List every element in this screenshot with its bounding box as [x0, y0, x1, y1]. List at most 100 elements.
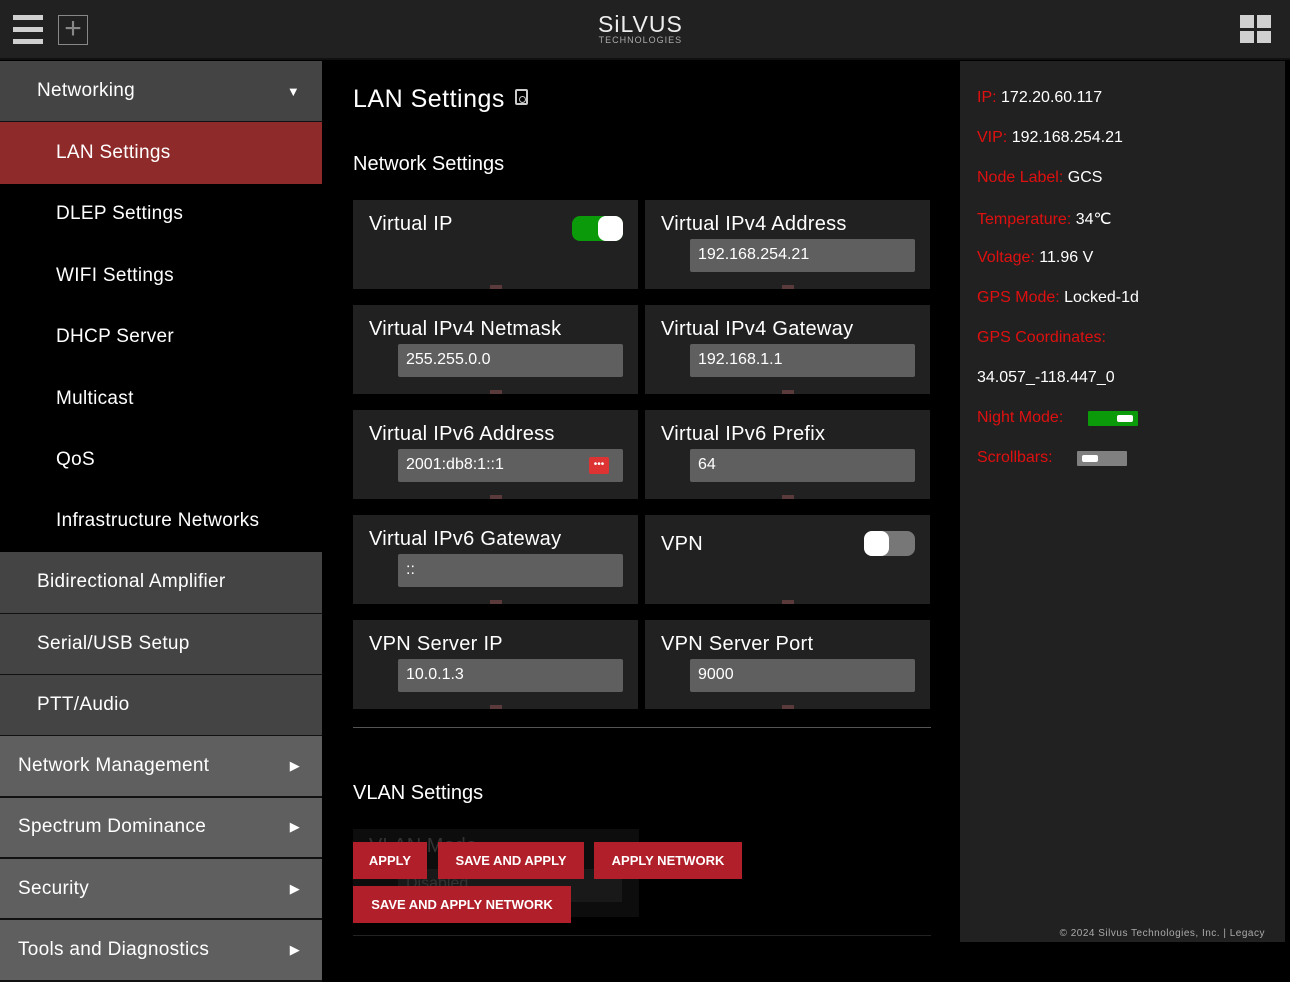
- sidebar-group-security[interactable]: Security ▶: [0, 859, 322, 921]
- more-options-icon[interactable]: •••: [589, 457, 609, 474]
- vpn-card: VPN: [645, 515, 930, 604]
- sidebar-item-multicast[interactable]: Multicast: [0, 367, 322, 430]
- gps-mode-status: GPS Mode: Locked-1d: [977, 289, 1139, 306]
- item-label: PTT/Audio: [37, 694, 130, 716]
- ipv4-gateway-card: Virtual IPv4 Gateway 192.168.1.1: [645, 305, 930, 394]
- silvus-logo: SiLVUS TECHNOLOGIES: [598, 11, 683, 46]
- temperature-status: Temperature: 34℃: [977, 211, 1112, 228]
- node-label-status: Node Label: GCS: [977, 169, 1103, 186]
- item-label: WIFI Settings: [56, 264, 174, 286]
- ipv4-address-input[interactable]: 192.168.254.21: [690, 239, 915, 272]
- voltage-status: Voltage: 11.96 V: [977, 249, 1094, 266]
- card-marker: [782, 390, 794, 394]
- logo-text: SiLVUS: [598, 11, 683, 37]
- save-and-apply-button[interactable]: SAVE AND APPLY: [438, 842, 584, 879]
- sidebar-item-infrastructure[interactable]: Infrastructure Networks: [0, 490, 322, 553]
- night-mode-toggle[interactable]: [1088, 411, 1138, 426]
- ipv6-gateway-input[interactable]: ::: [398, 554, 623, 587]
- apply-network-button[interactable]: APPLY NETWORK: [594, 842, 742, 879]
- item-label: DLEP Settings: [56, 203, 184, 225]
- sidebar-item-dlep[interactable]: DLEP Settings: [0, 183, 322, 246]
- sidebar-group-network-management[interactable]: Network Management ▶: [0, 736, 322, 798]
- sidebar-section-networking[interactable]: Networking ▼: [0, 61, 322, 123]
- vlan-settings-heading: VLAN Settings: [353, 782, 484, 804]
- vpn-toggle[interactable]: [864, 531, 915, 556]
- group-label: Spectrum Dominance: [18, 816, 207, 838]
- virtual-ip-toggle[interactable]: [572, 216, 623, 241]
- field-label: Virtual IPv4 Address: [661, 213, 847, 235]
- ipv4-netmask-card: Virtual IPv4 Netmask 255.255.0.0: [353, 305, 638, 394]
- ipv6-prefix-card: Virtual IPv6 Prefix 64: [645, 410, 930, 499]
- sidebar-item-lan-settings[interactable]: LAN Settings: [0, 122, 322, 184]
- ipv4-netmask-input[interactable]: 255.255.0.0: [398, 344, 623, 377]
- card-marker: [782, 285, 794, 289]
- page-title: LAN Settings: [353, 85, 528, 114]
- caret-right-icon: ▶: [289, 819, 300, 835]
- group-label: Security: [18, 877, 90, 899]
- ipv6-prefix-input[interactable]: 64: [690, 449, 915, 482]
- item-label: QoS: [56, 449, 95, 471]
- vpn-server-port-input[interactable]: 9000: [690, 659, 915, 692]
- item-label: DHCP Server: [56, 326, 175, 348]
- field-label: VPN Server IP: [369, 633, 503, 655]
- card-marker: [490, 600, 502, 604]
- sidebar-item-bidirectional-amplifier[interactable]: Bidirectional Amplifier: [0, 552, 322, 614]
- night-mode-label: Night Mode:: [977, 409, 1064, 426]
- vpn-server-ip-card: VPN Server IP 10.0.1.3: [353, 620, 638, 709]
- gps-coordinates-value: 34.057_-118.447_0: [977, 369, 1115, 386]
- card-marker: [490, 285, 502, 289]
- grid-icon[interactable]: [1240, 15, 1271, 43]
- save-and-apply-network-button[interactable]: SAVE AND APPLY NETWORK: [353, 886, 571, 923]
- caret-right-icon: ▶: [289, 880, 300, 896]
- hamburger-icon[interactable]: [13, 15, 43, 45]
- ipv6-address-card: Virtual IPv6 Address 2001:db8:1::1 •••: [353, 410, 638, 499]
- title-text: LAN Settings: [353, 85, 505, 113]
- sidebar-item-wifi[interactable]: WIFI Settings: [0, 245, 322, 307]
- sidebar-item-qos[interactable]: QoS: [0, 429, 322, 491]
- divider: [353, 727, 931, 728]
- item-label: LAN Settings: [56, 142, 171, 164]
- field-label: VPN: [661, 533, 704, 555]
- item-label: Bidirectional Amplifier: [37, 571, 226, 593]
- footer-copyright: © 2024 Silvus Technologies, Inc. | Legac…: [1059, 928, 1265, 939]
- field-label: VPN Server Port: [661, 633, 814, 655]
- save-icon[interactable]: [514, 89, 528, 105]
- plus-icon[interactable]: +: [58, 14, 88, 45]
- field-label: Virtual IP: [369, 213, 453, 235]
- sidebar-item-dhcp[interactable]: DHCP Server: [0, 306, 322, 368]
- ipv6-gateway-card: Virtual IPv6 Gateway ::: [353, 515, 638, 604]
- field-label: Virtual IPv6 Address: [369, 423, 555, 445]
- caret-down-icon: ▼: [286, 83, 300, 99]
- gps-coordinates-label: GPS Coordinates:: [977, 329, 1106, 346]
- top-bar: + SiLVUS TECHNOLOGIES: [0, 0, 1290, 60]
- vip-status: VIP: 192.168.254.21: [977, 129, 1123, 146]
- field-label: Virtual IPv6 Prefix: [661, 423, 826, 445]
- virtual-ip-card: Virtual IP: [353, 200, 638, 289]
- vpn-server-ip-input[interactable]: 10.0.1.3: [398, 659, 623, 692]
- card-marker: [490, 705, 502, 709]
- sidebar: Networking ▼ LAN Settings DLEP Settings W…: [0, 61, 322, 982]
- card-marker: [782, 600, 794, 604]
- group-label: Tools and Diagnostics: [18, 939, 210, 961]
- divider: [353, 935, 931, 936]
- main-content: LAN Settings Network Settings Virtual IP…: [322, 61, 960, 942]
- group-label: Network Management: [18, 754, 210, 776]
- field-label: Virtual IPv4 Gateway: [661, 318, 854, 340]
- status-panel: IP: 172.20.60.117 VIP: 192.168.254.21 No…: [960, 61, 1290, 942]
- card-marker: [782, 495, 794, 499]
- caret-right-icon: ▶: [289, 757, 300, 773]
- ipv6-address-input[interactable]: 2001:db8:1::1 •••: [398, 449, 623, 482]
- field-label: Virtual IPv4 Netmask: [369, 318, 562, 340]
- item-label: Serial/USB Setup: [37, 632, 190, 654]
- ipv4-gateway-input[interactable]: 192.168.1.1: [690, 344, 915, 377]
- scrollbars-toggle[interactable]: [1077, 451, 1127, 466]
- item-label: Infrastructure Networks: [56, 510, 260, 532]
- logo-subtext: TECHNOLOGIES: [598, 35, 683, 45]
- sidebar-item-serial-usb[interactable]: Serial/USB Setup: [0, 613, 322, 675]
- sidebar-group-spectrum-dominance[interactable]: Spectrum Dominance ▶: [0, 797, 322, 860]
- sidebar-item-ptt-audio[interactable]: PTT/Audio: [0, 674, 322, 737]
- input-value: 2001:db8:1::1: [406, 456, 504, 473]
- apply-button[interactable]: APPLY: [353, 842, 427, 879]
- sidebar-group-tools[interactable]: Tools and Diagnostics ▶: [0, 920, 322, 982]
- scrollbars-label: Scrollbars:: [977, 449, 1053, 466]
